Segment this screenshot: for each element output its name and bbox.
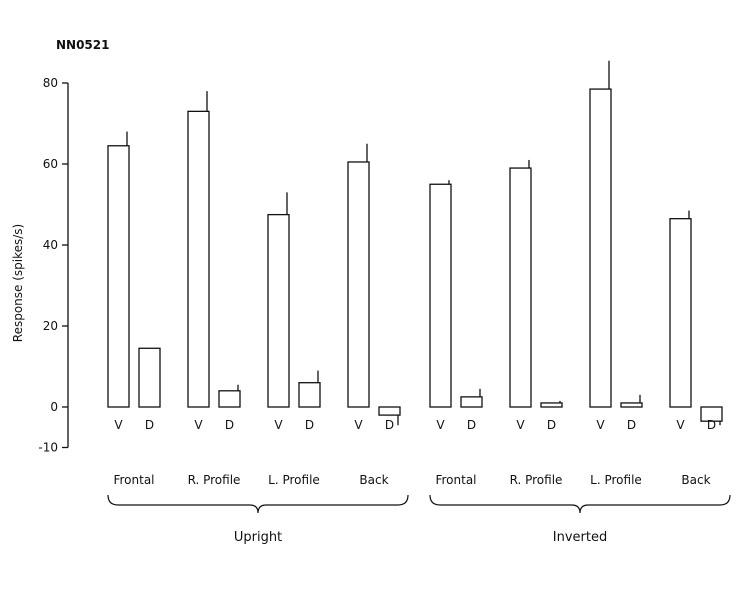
bar-label-v: V xyxy=(354,418,363,432)
bar-label-d: D xyxy=(145,418,154,432)
bar-v xyxy=(509,167,532,408)
group-label: Upright xyxy=(234,530,282,545)
group-brace xyxy=(107,494,409,514)
view-label: R. Profile xyxy=(510,473,563,487)
bar-v xyxy=(347,161,370,408)
group-braces: Upright Inverted xyxy=(107,494,731,545)
y-axis: 80 60 40 20 0 -10 xyxy=(38,76,69,455)
view-label: Back xyxy=(359,473,388,487)
bar-label-v: V xyxy=(596,418,605,432)
category-labels: V D Frontal V D R. Profile V D L. Profile V D Back V… xyxy=(113,418,716,487)
bar-label-v: V xyxy=(436,418,445,432)
bar-label-d: D xyxy=(225,418,234,432)
bar-d xyxy=(378,406,401,416)
view-label: Back xyxy=(681,473,710,487)
bar-v xyxy=(107,145,130,408)
bar-label-d: D xyxy=(627,418,636,432)
bar-d xyxy=(218,390,241,408)
bar-d xyxy=(620,402,643,408)
bar-v xyxy=(429,183,452,408)
bar-label-d: D xyxy=(547,418,556,432)
bar-label-d: D xyxy=(467,418,476,432)
y-axis-label: Response (spikes/s) xyxy=(11,224,25,342)
y-tick-label: 20 xyxy=(43,319,58,333)
bar-label-v: V xyxy=(274,418,283,432)
group-label: Inverted xyxy=(553,530,607,545)
y-tick-label: 0 xyxy=(50,400,58,414)
group-brace xyxy=(429,494,731,514)
bar-v xyxy=(267,213,290,408)
bar-label-v: V xyxy=(516,418,525,432)
y-tick-label: -10 xyxy=(38,441,58,455)
view-label: Frontal xyxy=(113,473,154,487)
view-label: R. Profile xyxy=(188,473,241,487)
chart-title: NN0521 xyxy=(56,38,109,52)
bar-label-d: D xyxy=(707,418,716,432)
bar-d xyxy=(540,402,563,408)
view-label: Frontal xyxy=(435,473,476,487)
bar-v xyxy=(669,218,692,408)
bar-v xyxy=(589,88,612,408)
y-tick-label: 80 xyxy=(43,76,58,90)
bar-d xyxy=(460,396,483,408)
y-tick-label: 40 xyxy=(43,238,58,252)
bars xyxy=(107,60,723,426)
bar-d xyxy=(700,406,723,422)
bar-v xyxy=(187,110,210,408)
bar-label-d: D xyxy=(385,418,394,432)
y-tick-label: 60 xyxy=(43,157,58,171)
bar-label-v: V xyxy=(194,418,203,432)
view-label: L. Profile xyxy=(268,473,320,487)
bar-label-v: V xyxy=(114,418,123,432)
bar-label-d: D xyxy=(305,418,314,432)
bar-d xyxy=(298,382,321,408)
bar-label-v: V xyxy=(676,418,685,432)
bar-d xyxy=(138,347,161,408)
view-label: L. Profile xyxy=(590,473,642,487)
